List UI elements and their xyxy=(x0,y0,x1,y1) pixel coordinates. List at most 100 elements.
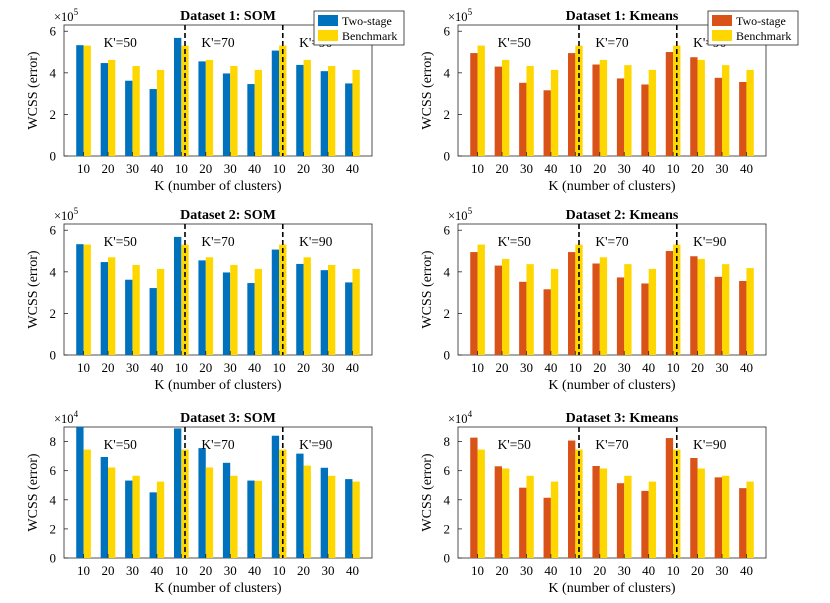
bar-two-stage xyxy=(174,236,182,355)
bar-two-stage xyxy=(222,272,231,355)
x-tick-label: 20 xyxy=(102,161,115,176)
x-tick-label: 10 xyxy=(667,563,680,578)
bar-benchmark xyxy=(550,268,559,355)
y-tick-label: 2 xyxy=(444,107,451,122)
bar-two-stage xyxy=(222,73,231,156)
bar-two-stage xyxy=(714,477,722,558)
bar-two-stage xyxy=(690,256,698,355)
x-tick-label: 30 xyxy=(224,360,237,375)
x-tick-label: 20 xyxy=(297,563,310,578)
bar-two-stage xyxy=(494,66,502,156)
bar-two-stage xyxy=(247,84,255,156)
x-tick-label: 40 xyxy=(248,360,261,375)
x-tick-label: 10 xyxy=(77,563,90,578)
y-tick-label: 4 xyxy=(444,492,451,507)
bar-two-stage xyxy=(345,282,353,355)
y-axis-label: WCSS (error) xyxy=(26,51,41,129)
bar-benchmark xyxy=(132,264,140,355)
bar-two-stage xyxy=(320,71,328,156)
bar-benchmark xyxy=(83,449,91,558)
bar-two-stage xyxy=(149,288,157,355)
plot-area xyxy=(457,223,767,356)
x-tick-label: 40 xyxy=(150,563,163,578)
legend-swatch-benchmark xyxy=(712,30,732,41)
group-label: K'=50 xyxy=(104,437,138,452)
y-tick-label: 4 xyxy=(50,264,57,279)
x-tick-label: 10 xyxy=(569,563,582,578)
bar-benchmark xyxy=(648,69,656,156)
x-tick-label: 40 xyxy=(740,161,753,176)
group-label: K'=50 xyxy=(104,234,138,249)
group-label: K'=90 xyxy=(693,234,727,249)
bar-benchmark xyxy=(156,481,165,558)
group-label: K'=50 xyxy=(498,437,532,452)
x-tick-label: 20 xyxy=(496,360,509,375)
bar-two-stage xyxy=(198,61,206,156)
y-axis-label: WCSS (error) xyxy=(420,51,435,129)
bar-benchmark xyxy=(230,264,238,355)
legend-label-benchmark: Benchmark xyxy=(736,29,791,43)
y-axis-label: WCSS (error) xyxy=(420,250,435,328)
x-tick-label: 30 xyxy=(716,360,729,375)
bar-benchmark xyxy=(352,268,360,355)
group-label: K'=50 xyxy=(498,35,532,50)
legend-swatch-benchmark xyxy=(318,30,338,41)
x-tick-label: 10 xyxy=(77,360,90,375)
axis-exponent: ×104 xyxy=(448,409,473,426)
chart-panel-1: 0246102030401020304010203040K'=50K'=70K'… xyxy=(26,7,405,194)
bar-two-stage xyxy=(125,80,133,156)
y-tick-label: 2 xyxy=(444,521,451,536)
bar-benchmark xyxy=(697,468,705,558)
chart-title: Dataset 2: SOM xyxy=(180,208,276,223)
bar-two-stage xyxy=(616,277,625,355)
y-tick-label: 2 xyxy=(50,306,57,321)
y-tick-label: 6 xyxy=(50,463,57,478)
bar-benchmark xyxy=(477,45,485,156)
bar-two-stage xyxy=(592,64,600,156)
bar-two-stage xyxy=(149,492,157,558)
bar-two-stage xyxy=(519,82,527,156)
bar-benchmark xyxy=(550,69,559,156)
bar-two-stage xyxy=(714,276,722,355)
bar-benchmark xyxy=(132,65,140,156)
plot-area xyxy=(457,24,767,157)
bar-two-stage xyxy=(568,440,576,558)
bar-two-stage xyxy=(568,53,576,156)
y-tick-label: 6 xyxy=(444,223,451,238)
y-tick-label: 6 xyxy=(444,463,451,478)
x-tick-label: 10 xyxy=(273,360,286,375)
x-tick-label: 20 xyxy=(199,161,212,176)
bar-benchmark xyxy=(648,268,656,355)
x-tick-label: 10 xyxy=(471,161,484,176)
y-axis-label: WCSS (error) xyxy=(420,453,435,531)
x-tick-label: 10 xyxy=(273,563,286,578)
bar-two-stage xyxy=(125,279,133,355)
y-axis-label: WCSS (error) xyxy=(26,453,41,531)
bar-benchmark xyxy=(303,59,311,156)
bar-two-stage xyxy=(296,263,304,355)
axis-exponent: ×105 xyxy=(448,7,473,24)
x-tick-label: 10 xyxy=(471,360,484,375)
bar-two-stage xyxy=(149,89,157,156)
bars xyxy=(76,236,360,355)
bar-two-stage xyxy=(641,84,649,156)
x-tick-label: 20 xyxy=(199,360,212,375)
bar-two-stage xyxy=(519,487,527,558)
y-tick-label: 2 xyxy=(50,521,57,536)
bar-benchmark xyxy=(526,65,534,156)
chart-panel-5: 0 2 4 6 8 10 20 30 40 10 20 30 40 10 20 30 40 K'=50 K'=70 K… xyxy=(26,409,373,596)
bar-two-stage xyxy=(345,83,353,156)
x-tick-label: 20 xyxy=(102,360,115,375)
y-tick-label: 4 xyxy=(444,264,451,279)
bar-benchmark xyxy=(648,481,656,558)
bar-benchmark xyxy=(352,69,360,156)
legend-label-two-stage: Two-stage xyxy=(342,14,392,28)
x-tick-label: 20 xyxy=(593,563,606,578)
x-tick-label: 30 xyxy=(618,161,631,176)
bar-two-stage xyxy=(641,283,649,355)
bar-two-stage xyxy=(568,252,576,355)
x-tick-label: 10 xyxy=(175,161,188,176)
bar-two-stage xyxy=(470,53,478,156)
